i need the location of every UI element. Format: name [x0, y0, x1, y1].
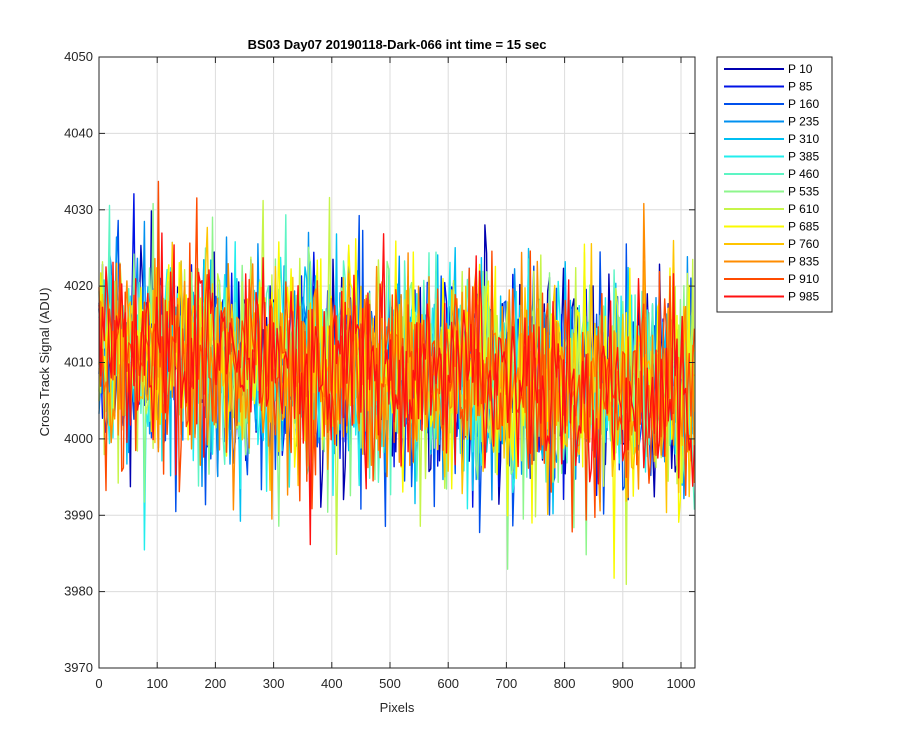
legend-label: P 985	[788, 290, 819, 304]
x-tick-label: 400	[321, 676, 343, 691]
y-tick-label: 4010	[64, 355, 93, 370]
x-tick-label: 100	[146, 676, 168, 691]
legend: P 10 P 85 P 160 P 235 P 310 P 385 P 460 P 535 P …	[716, 56, 833, 313]
legend-label: P 910	[788, 272, 819, 286]
x-tick-label: 0	[95, 676, 102, 691]
x-axis-label: Pixels	[380, 700, 415, 715]
x-tick-label: 1000	[667, 676, 696, 691]
x-tick-label: 600	[437, 676, 459, 691]
y-tick-label: 3990	[64, 507, 93, 522]
legend-label: P 310	[788, 132, 819, 146]
y-tick-label: 4040	[64, 125, 93, 140]
x-tick-label: 500	[379, 676, 401, 691]
x-tick-label: 900	[612, 676, 634, 691]
y-tick-label: 3970	[64, 660, 93, 675]
legend-label: P 10	[788, 62, 813, 76]
y-tick-label: 4020	[64, 278, 93, 293]
x-tick-label: 800	[554, 676, 576, 691]
series-line-p985	[98, 232, 696, 546]
tick-layer: 0 100 200 300 400 500 600 700 800 900 1000 3970 3980…	[64, 49, 695, 691]
legend-label: P 460	[788, 167, 819, 181]
y-tick-label: 4030	[64, 202, 93, 217]
y-axis-label: Cross Track Signal (ADU)	[37, 288, 52, 437]
legend-box	[716, 56, 833, 313]
legend-label: P 385	[788, 150, 819, 164]
series-layer	[98, 180, 696, 586]
legend-label: P 835	[788, 255, 819, 269]
legend-label: P 85	[788, 80, 813, 94]
y-tick-label: 3980	[64, 584, 93, 599]
x-tick-label: 200	[205, 676, 227, 691]
legend-label: P 535	[788, 185, 819, 199]
y-tick-label: 4050	[64, 49, 93, 64]
x-tick-label: 300	[263, 676, 285, 691]
legend-label: P 760	[788, 237, 819, 251]
legend-label: P 610	[788, 202, 819, 216]
legend-label: P 685	[788, 220, 819, 234]
chart-title: BS03 Day07 20190118-Dark-066 int time = …	[248, 37, 547, 52]
legend-label: P 160	[788, 97, 819, 111]
y-tick-label: 4000	[64, 431, 93, 446]
x-tick-label: 700	[496, 676, 518, 691]
legend-label: P 235	[788, 115, 819, 129]
